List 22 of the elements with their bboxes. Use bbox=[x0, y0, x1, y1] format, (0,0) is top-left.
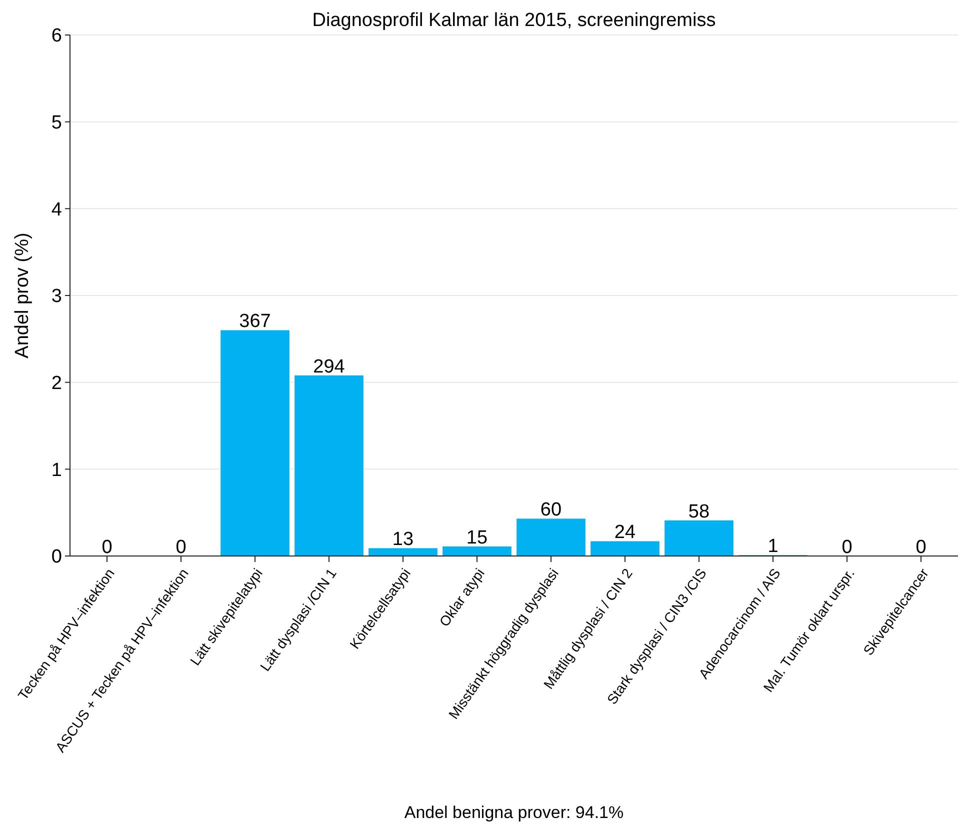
y-tick-label: 5 bbox=[51, 112, 62, 134]
annotation: 0 bbox=[102, 537, 112, 558]
y-axis-title: Andel prov (%) bbox=[12, 232, 33, 358]
annotation: 0 bbox=[916, 537, 926, 558]
annotation: 0 bbox=[176, 537, 186, 558]
annotation: 24 bbox=[614, 522, 636, 544]
annotation: 13 bbox=[392, 529, 414, 550]
annotation: 1 bbox=[768, 536, 778, 558]
annotation: 58 bbox=[688, 501, 710, 522]
y-tick-label: 1 bbox=[51, 460, 62, 481]
chart-title: Diagnosprofil Kalmar län 2015, screeningremiss bbox=[312, 10, 716, 31]
x-axis-title: Andel benigna prover: 94.1% bbox=[404, 803, 624, 822]
annotation: 15 bbox=[466, 527, 488, 548]
y-tick-label: 6 bbox=[51, 26, 62, 47]
y-tick-label: 2 bbox=[51, 372, 62, 394]
annotation: 60 bbox=[540, 500, 562, 521]
annotation: 294 bbox=[313, 356, 346, 378]
y-tick-label: 0 bbox=[51, 546, 62, 568]
annotation: 0 bbox=[842, 537, 852, 558]
y-tick-label: 3 bbox=[51, 286, 62, 308]
y-tick-label: 4 bbox=[51, 199, 62, 220]
annotation: 367 bbox=[239, 311, 271, 332]
